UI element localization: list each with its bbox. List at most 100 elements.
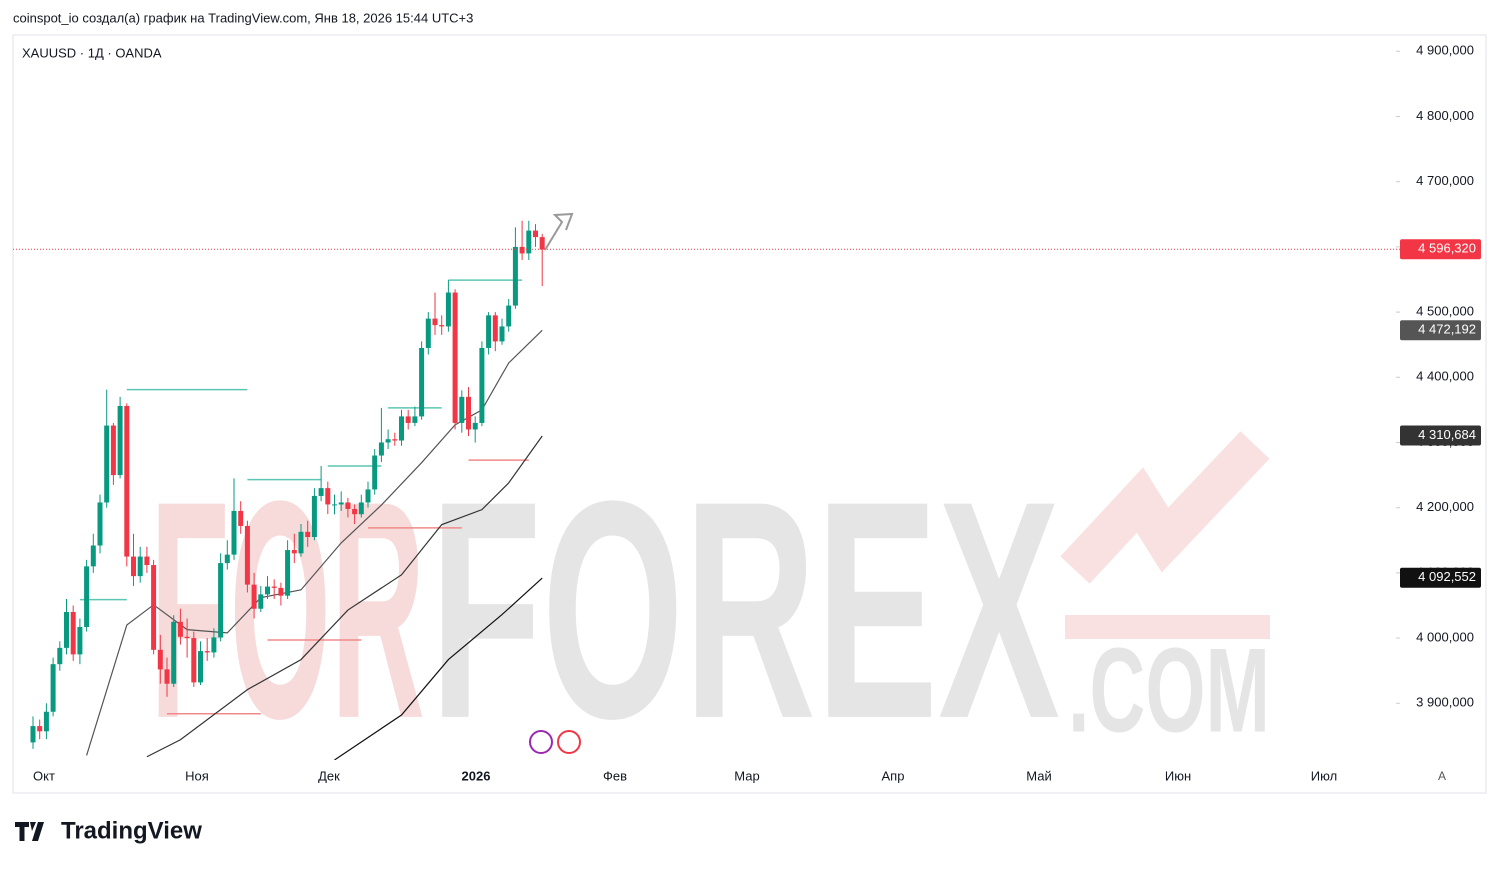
tv-logo — [15, 822, 44, 841]
candle-body — [372, 455, 378, 490]
candle-body — [519, 246, 525, 254]
moving-average — [146, 435, 543, 758]
candle-body — [37, 726, 43, 732]
candle-body — [211, 637, 217, 653]
candle-body — [412, 416, 418, 423]
candle-body — [137, 556, 143, 577]
x-tick-label: Апр — [882, 768, 905, 783]
candle-body — [486, 315, 492, 348]
candle-body — [352, 508, 358, 515]
candle-body — [285, 550, 291, 596]
frame — [12, 34, 1487, 794]
candle-body — [30, 726, 36, 743]
candle-body — [533, 230, 538, 238]
y-tick-label: 4 900,000 — [1416, 43, 1474, 58]
scale-button[interactable]: A — [1438, 769, 1446, 783]
y-tick-label: 4 200,000 — [1416, 499, 1474, 514]
y-tick-label: 4 800,000 — [1416, 108, 1474, 123]
candle-body — [526, 230, 532, 254]
candle-body — [231, 510, 237, 555]
candle-body — [77, 626, 83, 655]
candle-body — [305, 531, 311, 538]
candle-body — [318, 488, 324, 496]
candle-body — [177, 621, 183, 637]
candle-body — [218, 563, 224, 638]
candle-body — [184, 636, 190, 639]
candle-body — [110, 425, 116, 476]
candle-body — [251, 584, 257, 609]
candle-body — [271, 586, 277, 588]
candle-body — [419, 347, 425, 417]
candle-body — [244, 525, 250, 585]
candle-body — [131, 556, 136, 577]
candle-body — [459, 396, 465, 423]
candle-body — [70, 612, 76, 655]
candle-body — [57, 647, 63, 665]
watermark-text: FOR — [150, 436, 425, 783]
candle-body — [439, 325, 445, 327]
y-tick-label: 4 000,000 — [1416, 630, 1474, 645]
x-tick-label: Июн — [1165, 768, 1191, 783]
candle-body — [472, 422, 478, 430]
candle-body — [104, 425, 110, 503]
candle-body — [399, 416, 404, 441]
candle-body — [445, 292, 451, 327]
candle-body — [392, 439, 398, 441]
x-tick-label: Фев — [603, 768, 627, 783]
candle-body — [90, 545, 96, 567]
candle-body — [238, 510, 244, 526]
y-tick-label: 4 700,000 — [1416, 173, 1474, 188]
x-tick-label: Июл — [1311, 768, 1337, 783]
header: coinspot_io создал(а) график на TradingV… — [13, 10, 473, 25]
price-label: 4 310,684 — [1418, 427, 1476, 442]
drawn-arrow — [544, 212, 574, 251]
candle-body — [499, 326, 505, 342]
candle-body — [144, 556, 150, 566]
moving-average — [334, 577, 543, 760]
price-label-box — [1400, 320, 1481, 341]
y-tick-label: 4 400,000 — [1416, 369, 1474, 384]
price-label-box — [1400, 425, 1481, 446]
candle-body — [506, 305, 512, 327]
candle-body — [311, 495, 317, 538]
candle-body — [452, 292, 458, 423]
event-icon[interactable] — [557, 730, 581, 754]
candle-body — [198, 651, 203, 683]
price-label: 4 472,192 — [1418, 322, 1476, 337]
event-icon[interactable] — [529, 730, 553, 754]
candle-body — [425, 318, 431, 348]
x-tick-label: Ноя — [185, 768, 209, 783]
candle-body — [265, 586, 270, 595]
candle-body — [358, 502, 364, 515]
candle-body — [466, 396, 471, 430]
candle-body — [97, 502, 103, 546]
candle-body — [204, 651, 210, 653]
candle-body — [492, 315, 498, 342]
watermark-text: .COM — [1068, 624, 1270, 758]
price-label: 4 092,552 — [1418, 569, 1476, 584]
candle-body — [278, 587, 284, 596]
watermark: FOR FOREX .COM — [150, 431, 1270, 783]
candle-body — [345, 502, 351, 509]
candle-body — [43, 711, 49, 732]
x-tick-label: Окт — [33, 768, 55, 783]
candle-body — [385, 439, 391, 443]
symbol: XAUUSD · 1Д · OANDA — [22, 45, 162, 60]
x-tick-label: Дек — [318, 768, 340, 783]
watermark-bar — [1065, 615, 1270, 639]
candle-body — [224, 554, 230, 564]
candle-body — [50, 664, 56, 712]
x-tick-label: 2026 — [462, 768, 491, 783]
x-tick-label: Май — [1026, 768, 1051, 783]
watermark-arrow — [1060, 431, 1270, 584]
candle-body — [539, 237, 545, 250]
candle-body — [325, 488, 331, 505]
candle-body — [151, 565, 157, 650]
watermark-text: FOREX — [430, 436, 1061, 783]
moving-average — [86, 329, 543, 756]
candle-body — [117, 405, 123, 476]
candle-body — [164, 669, 170, 684]
plot — [30, 220, 545, 760]
